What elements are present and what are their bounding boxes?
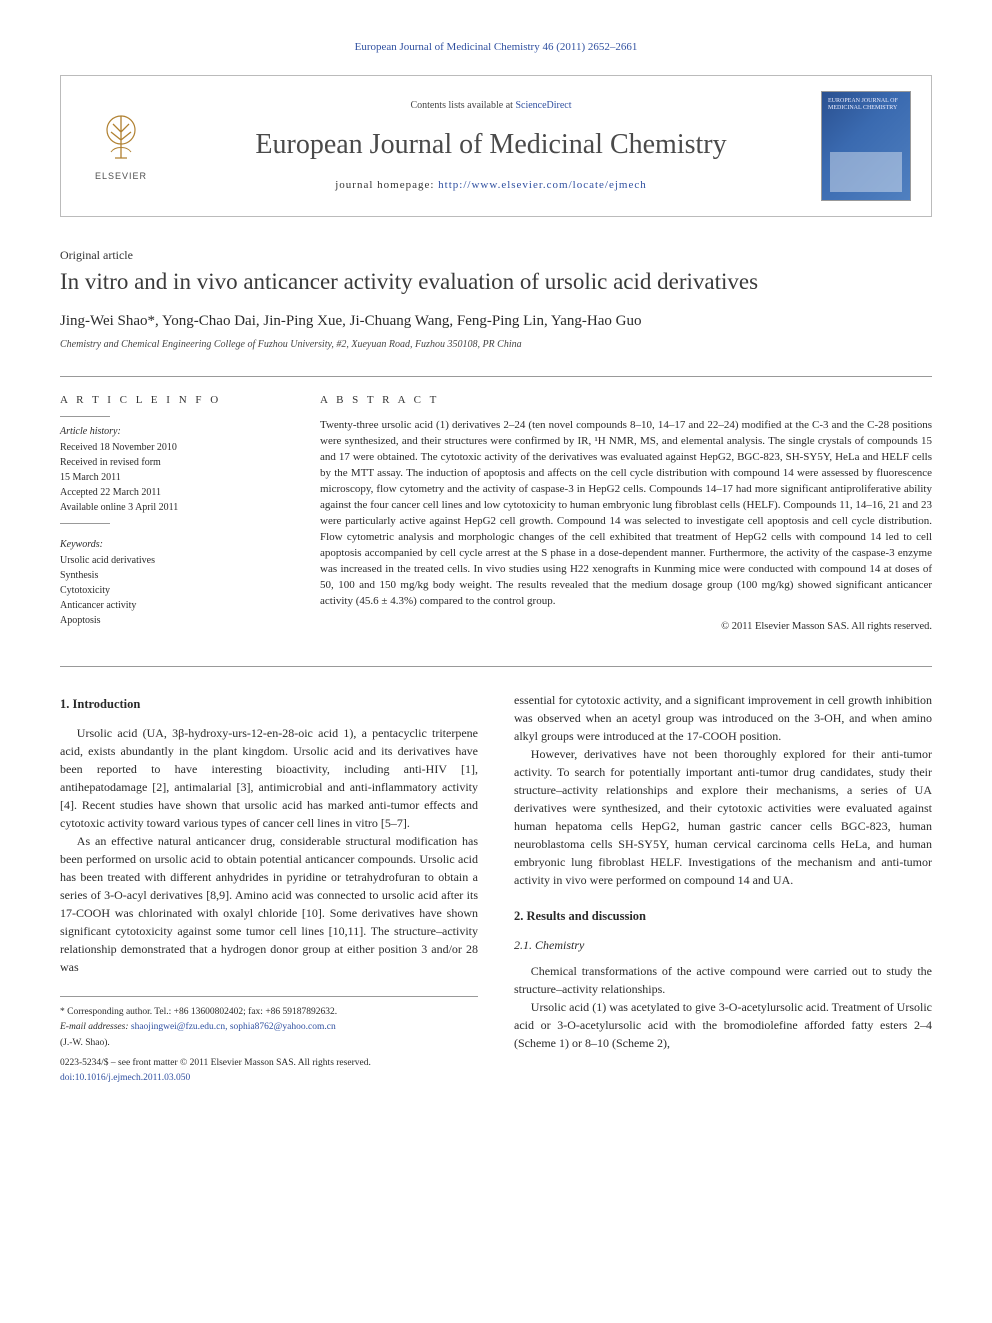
keywords-label: Keywords:: [60, 538, 280, 552]
history-item: Received 18 November 2010: [60, 441, 280, 455]
emails-label: E-mail addresses:: [60, 1022, 131, 1032]
intro-p1: Ursolic acid (UA, 3β-hydroxy-urs-12-en-2…: [60, 724, 478, 832]
keyword: Anticancer activity: [60, 599, 280, 613]
keyword: Ursolic acid derivatives: [60, 554, 280, 568]
history-item: Available online 3 April 2011: [60, 501, 280, 515]
chem-p2: Ursolic acid (1) was acetylated to give …: [514, 998, 932, 1052]
history-label: Article history:: [60, 425, 280, 439]
affiliation: Chemistry and Chemical Engineering Colle…: [60, 338, 932, 352]
homepage-line: journal homepage: http://www.elsevier.co…: [181, 178, 801, 193]
sciencedirect-link[interactable]: ScienceDirect: [515, 100, 571, 111]
front-matter: 0223-5234/$ – see front matter © 2011 El…: [60, 1056, 478, 1070]
keyword: Cytotoxicity: [60, 584, 280, 598]
intro-p2: As an effective natural anticancer drug,…: [60, 832, 478, 976]
section-heading-results: 2. Results and discussion: [514, 907, 932, 926]
elsevier-name: ELSEVIER: [95, 170, 147, 183]
journal-banner: ELSEVIER Contents lists available at Sci…: [60, 75, 932, 217]
doi-link[interactable]: doi:10.1016/j.ejmech.2011.03.050: [60, 1071, 478, 1085]
abstract: A B S T R A C T Twenty-three ursolic aci…: [320, 393, 932, 634]
article-type: Original article: [60, 247, 932, 264]
banner-center: Contents lists available at ScienceDirec…: [181, 99, 801, 194]
emails-line: E-mail addresses: shaojingwei@fzu.edu.cn…: [60, 1020, 478, 1034]
body-columns: 1. Introduction Ursolic acid (UA, 3β-hyd…: [60, 691, 932, 1086]
history-item: Accepted 22 March 2011: [60, 486, 280, 500]
abstract-copyright: © 2011 Elsevier Masson SAS. All rights r…: [320, 620, 932, 635]
intro-p4: However, derivatives have not been thoro…: [514, 745, 932, 889]
journal-cover-thumbnail: EUROPEAN JOURNAL OF MEDICINAL CHEMISTRY: [821, 91, 911, 201]
contents-prefix: Contents lists available at: [410, 100, 515, 111]
intro-p3: essential for cytotoxic activity, and a …: [514, 691, 932, 745]
article-title: In vitro and in vivo anticancer activity…: [60, 268, 932, 297]
elsevier-logo: ELSEVIER: [81, 101, 161, 191]
keyword: Synthesis: [60, 569, 280, 583]
subsection-heading-chemistry: 2.1. Chemistry: [514, 936, 932, 954]
keyword: Apoptosis: [60, 614, 280, 628]
homepage-prefix: journal homepage:: [335, 179, 438, 191]
article-info: A R T I C L E I N F O Article history: R…: [60, 393, 280, 634]
elsevier-tree-icon: [93, 110, 149, 166]
chem-p1: Chemical transformations of the active c…: [514, 962, 932, 998]
article-info-heading: A R T I C L E I N F O: [60, 393, 280, 408]
authors-line: Jing-Wei Shao*, Yong-Chao Dai, Jin-Ping …: [60, 311, 932, 332]
corr-name: (J.-W. Shao).: [60, 1036, 478, 1050]
corresponding-footer: * Corresponding author. Tel.: +86 136008…: [60, 996, 478, 1085]
homepage-link[interactable]: http://www.elsevier.com/locate/ejmech: [438, 179, 647, 191]
running-head: European Journal of Medicinal Chemistry …: [60, 40, 932, 55]
cover-caption: EUROPEAN JOURNAL OF MEDICINAL CHEMISTRY: [828, 98, 904, 111]
journal-name: European Journal of Medicinal Chemistry: [181, 125, 801, 164]
history-item: Received in revised form: [60, 456, 280, 470]
section-heading-intro: 1. Introduction: [60, 695, 478, 714]
contents-line: Contents lists available at ScienceDirec…: [181, 99, 801, 113]
history-item: 15 March 2011: [60, 471, 280, 485]
abstract-body: Twenty-three ursolic acid (1) derivative…: [320, 418, 932, 609]
emails[interactable]: shaojingwei@fzu.edu.cn, sophia8762@yahoo…: [131, 1022, 336, 1032]
abstract-heading: A B S T R A C T: [320, 393, 932, 408]
corr-line: * Corresponding author. Tel.: +86 136008…: [60, 1005, 478, 1019]
